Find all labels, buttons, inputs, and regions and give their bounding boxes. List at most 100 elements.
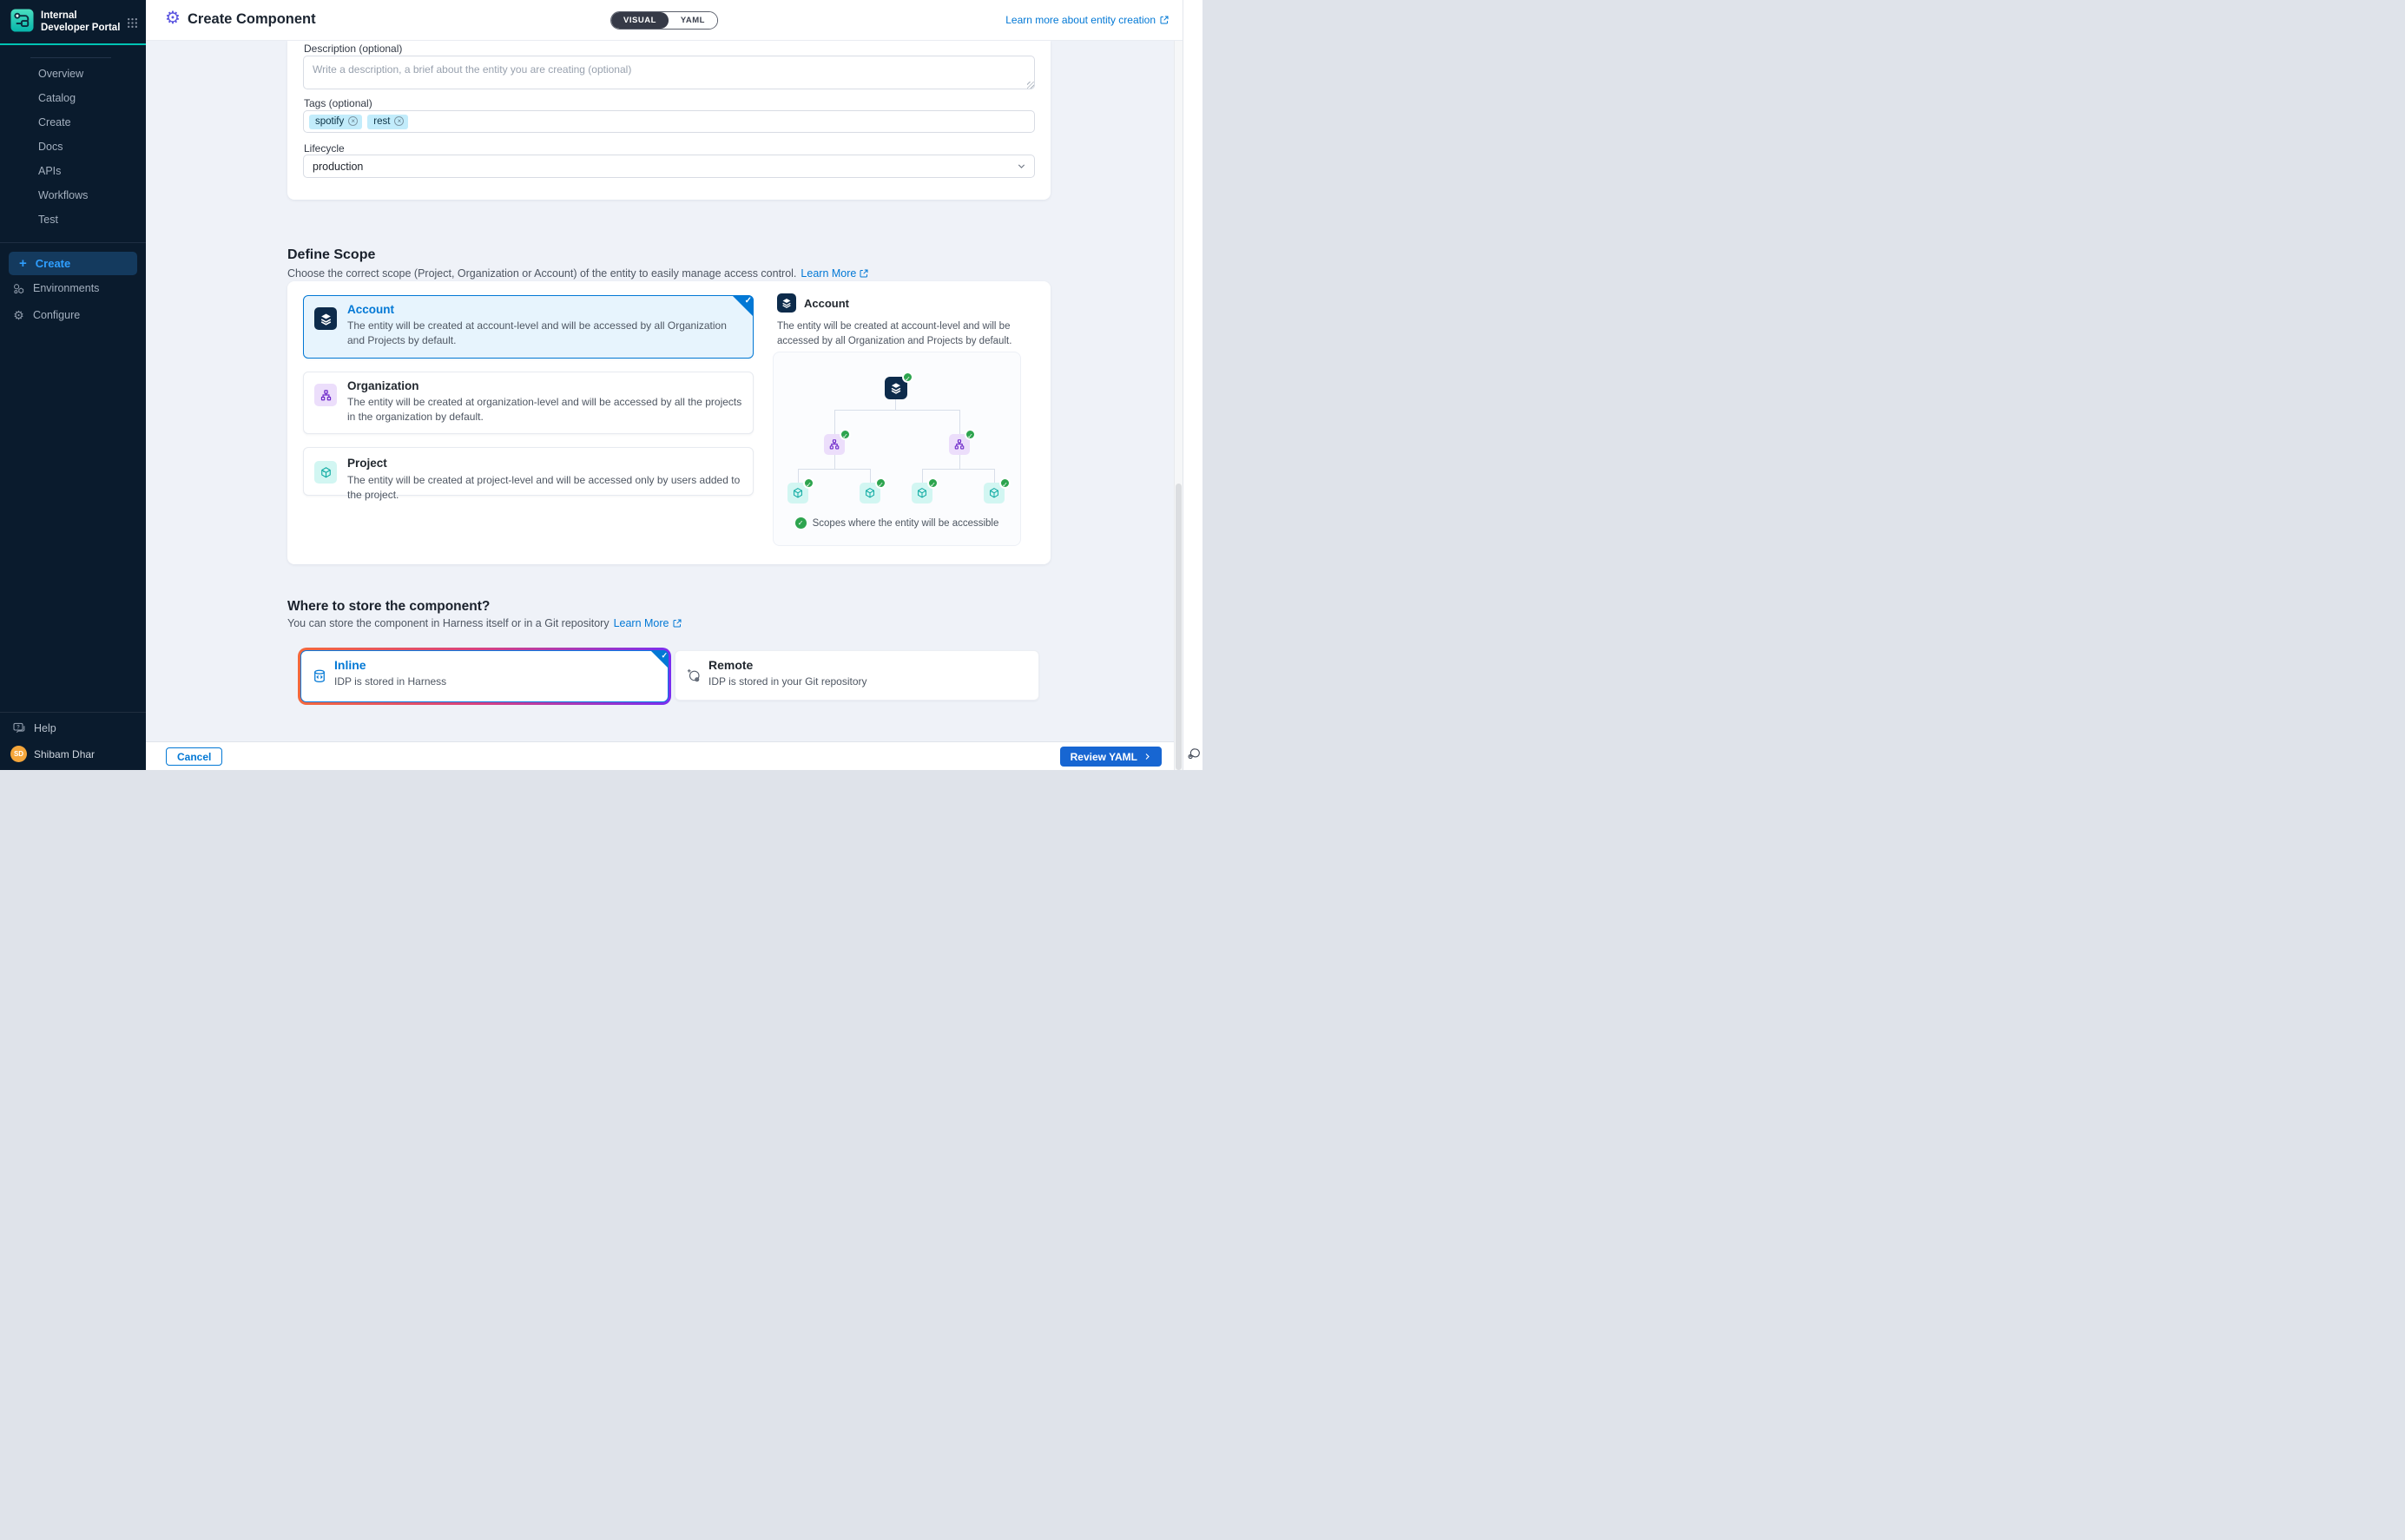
check-badge-icon bbox=[794, 517, 807, 529]
option-description: IDP is stored in Harness bbox=[334, 675, 447, 688]
option-title: Inline bbox=[334, 658, 366, 672]
sidebar-item-catalog[interactable]: Catalog bbox=[38, 91, 76, 104]
store-heading: Where to store the component? bbox=[287, 599, 491, 614]
sidebar-item-create-action[interactable]: + Create bbox=[9, 251, 137, 275]
review-yaml-button[interactable]: Review YAML bbox=[1059, 747, 1162, 767]
sidebar-item-environments[interactable]: Environments bbox=[0, 275, 146, 302]
scope-learn-more-link[interactable]: Learn More bbox=[801, 267, 868, 280]
option-description: The entity will be created at organizati… bbox=[347, 396, 742, 423]
inline-option-highlight: Inline IDP is stored in Harness bbox=[298, 648, 671, 705]
app-grid-icon[interactable] bbox=[127, 17, 138, 29]
scope-option-organization[interactable]: Organization The entity will be created … bbox=[303, 372, 754, 434]
tab-visual[interactable]: VISUAL bbox=[611, 12, 669, 29]
scrollbar-thumb[interactable] bbox=[1176, 484, 1182, 770]
organization-node bbox=[949, 429, 976, 455]
lifecycle-label: Lifecycle bbox=[304, 142, 345, 155]
remove-tag-icon[interactable]: × bbox=[394, 116, 405, 126]
chat-widget-icon[interactable] bbox=[1186, 747, 1201, 761]
user-menu[interactable]: SD Shibam Dhar bbox=[10, 746, 95, 762]
lifecycle-value: production bbox=[313, 160, 364, 173]
avatar: SD bbox=[10, 746, 27, 762]
vertical-scrollbar[interactable] bbox=[1174, 41, 1183, 770]
scope-hierarchy-diagram: Scopes where the entity will be accessib… bbox=[773, 352, 1021, 546]
harness-idp-logo bbox=[10, 9, 34, 32]
visual-yaml-toggle: VISUAL YAML bbox=[610, 11, 718, 30]
description-label: Description (optional) bbox=[304, 43, 403, 55]
learn-link-label: Learn more about entity creation bbox=[1005, 14, 1156, 26]
scope-option-project[interactable]: Project The entity will be created at pr… bbox=[303, 447, 754, 501]
tags-label: Tags (optional) bbox=[304, 97, 372, 109]
scope-detail-header: Account bbox=[777, 293, 849, 313]
selected-check-icon bbox=[732, 295, 754, 317]
learn-more-label: Learn More bbox=[613, 617, 669, 629]
option-title: Project bbox=[347, 457, 387, 470]
page-title: Create Component bbox=[188, 11, 316, 27]
sidebar: Internal Developer Portal Overview Catal… bbox=[0, 0, 146, 770]
project-node bbox=[787, 477, 814, 503]
selected-check-icon bbox=[650, 650, 669, 668]
learn-more-label: Learn More bbox=[801, 267, 857, 280]
help-chat-icon bbox=[12, 721, 26, 735]
tags-input[interactable]: spotify × rest × bbox=[303, 110, 1035, 133]
main-content: Description (optional) Tags (optional) s… bbox=[146, 41, 1174, 770]
option-description: IDP is stored in your Git repository bbox=[708, 675, 867, 688]
project-node bbox=[984, 477, 1011, 503]
tag-chip: spotify × bbox=[309, 114, 363, 129]
store-option-inline[interactable]: Inline IDP is stored in Harness bbox=[300, 650, 669, 702]
brand-title: Internal Developer Portal bbox=[41, 10, 121, 34]
nav-divider bbox=[0, 241, 146, 243]
nav-divider bbox=[30, 56, 111, 58]
sidebar-item-configure[interactable]: ⚙ Configure bbox=[0, 302, 146, 328]
gear-icon: ⚙ bbox=[13, 307, 24, 322]
check-badge-icon bbox=[875, 477, 886, 490]
external-link-icon bbox=[673, 619, 682, 628]
diagram-caption: Scopes where the entity will be accessib… bbox=[774, 517, 1020, 529]
environments-label: Environments bbox=[33, 282, 100, 295]
sidebar-item-docs[interactable]: Docs bbox=[38, 140, 63, 153]
cancel-button[interactable]: Cancel bbox=[166, 747, 223, 766]
description-input[interactable] bbox=[303, 56, 1035, 89]
plus-icon: + bbox=[19, 255, 27, 271]
store-description: You can store the component in Harness i… bbox=[287, 617, 682, 629]
sidebar-item-workflows[interactable]: Workflows bbox=[38, 188, 89, 201]
scope-option-account[interactable]: Account The entity will be created at ac… bbox=[303, 295, 754, 359]
option-description: The entity will be created at project-le… bbox=[347, 474, 741, 501]
option-title: Account bbox=[347, 303, 394, 316]
define-scope-heading: Define Scope bbox=[287, 247, 376, 262]
create-component-page: Internal Developer Portal Overview Catal… bbox=[0, 0, 1202, 770]
brand-row: Internal Developer Portal bbox=[0, 0, 146, 42]
learn-more-entity-creation-link[interactable]: Learn more about entity creation bbox=[1005, 14, 1169, 26]
check-badge-icon bbox=[965, 429, 976, 442]
lifecycle-select[interactable]: production bbox=[303, 155, 1035, 178]
project-node bbox=[912, 477, 939, 503]
environments-icon bbox=[12, 282, 25, 295]
account-layers-icon bbox=[314, 307, 337, 330]
organization-tree-icon bbox=[314, 384, 337, 406]
right-gutter bbox=[1183, 0, 1202, 770]
help-button[interactable]: Help bbox=[12, 721, 56, 735]
scope-selector-card: Account The entity will be created at ac… bbox=[287, 281, 1051, 564]
user-name: Shibam Dhar bbox=[34, 747, 96, 760]
scope-detail-description: The entity will be created at account-le… bbox=[777, 321, 1012, 346]
account-node bbox=[885, 372, 913, 399]
brand-accent-divider bbox=[0, 43, 146, 45]
check-badge-icon bbox=[902, 372, 913, 385]
chevron-right-icon bbox=[1143, 753, 1151, 760]
sidebar-item-apis[interactable]: APIs bbox=[38, 164, 62, 177]
option-description: The entity will be created at account-le… bbox=[347, 319, 727, 346]
sidebar-item-test[interactable]: Test bbox=[38, 213, 58, 226]
check-badge-icon bbox=[927, 477, 939, 490]
store-option-remote[interactable]: Remote IDP is stored in your Git reposit… bbox=[675, 650, 1039, 701]
remove-tag-icon[interactable]: × bbox=[348, 116, 359, 126]
sidebar-item-overview[interactable]: Overview bbox=[38, 67, 84, 80]
external-link-icon bbox=[1160, 16, 1169, 24]
chevron-down-icon bbox=[1017, 161, 1026, 171]
page-header: ⚙ Create Component VISUAL YAML Learn mor… bbox=[146, 0, 1183, 41]
store-learn-more-link[interactable]: Learn More bbox=[614, 617, 682, 629]
sidebar-item-create[interactable]: Create bbox=[38, 115, 71, 128]
check-badge-icon bbox=[840, 429, 851, 442]
scope-detail-title: Account bbox=[804, 296, 849, 310]
organization-node bbox=[824, 429, 851, 455]
tag-label: spotify bbox=[315, 115, 345, 127]
tab-yaml[interactable]: YAML bbox=[668, 12, 717, 29]
